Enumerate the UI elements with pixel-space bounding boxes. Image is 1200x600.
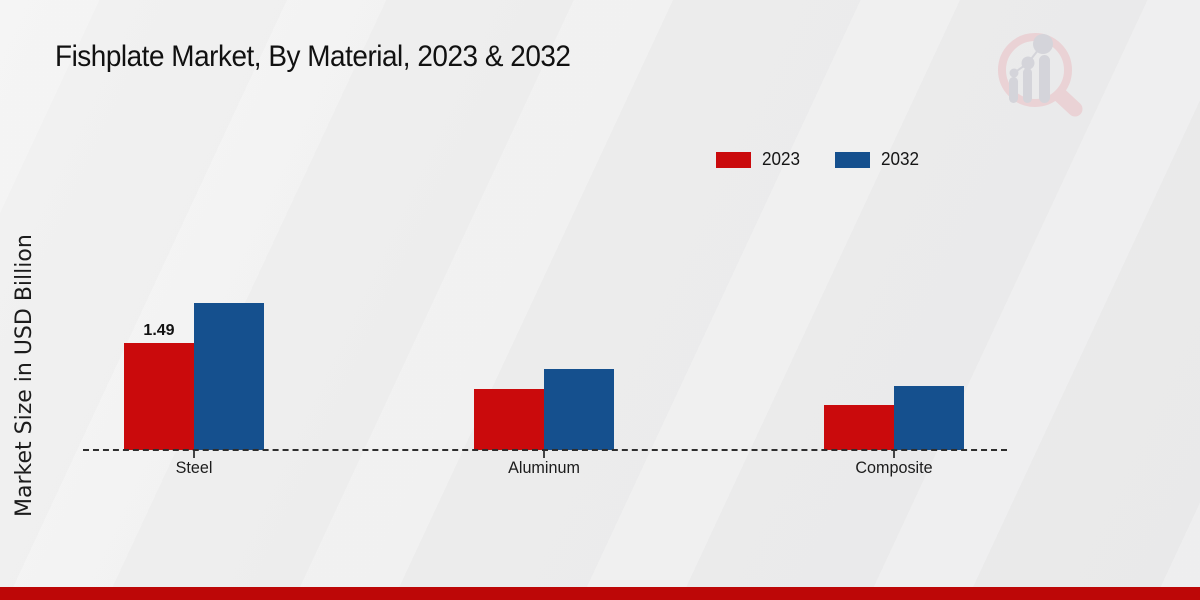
bar-steel-2032 (194, 303, 264, 450)
x-tick-aluminum (543, 451, 545, 458)
bar-composite-2023 (824, 405, 894, 450)
bar-aluminum-2032 (544, 369, 614, 450)
legend-item-2032: 2032 (835, 149, 920, 170)
footer-accent-bar (0, 587, 1200, 600)
x-axis-baseline (83, 449, 1007, 451)
category-label-steel: Steel (175, 458, 213, 477)
x-tick-steel (193, 451, 195, 458)
category-label-aluminum: Aluminum (508, 458, 580, 477)
legend-swatch-2032 (835, 151, 871, 168)
legend-item-2023: 2023 (716, 149, 801, 170)
bar-steel-2023 (124, 343, 194, 450)
bar-composite-2032 (894, 386, 964, 450)
x-tick-composite (893, 451, 895, 458)
chart-title: Fishplate Market, By Material, 2023 & 20… (55, 40, 571, 73)
magnifier-bar-chart-logo-icon (998, 33, 1083, 117)
value-label-steel-2023: 1.49 (143, 322, 175, 339)
legend-label-2023: 2023 (762, 149, 801, 169)
category-label-composite: Composite (855, 458, 933, 477)
legend-swatch-2023 (716, 151, 751, 168)
legend: 2023 2032 (716, 149, 920, 170)
bar-aluminum-2023 (474, 389, 544, 450)
legend-label-2032: 2032 (881, 149, 920, 169)
